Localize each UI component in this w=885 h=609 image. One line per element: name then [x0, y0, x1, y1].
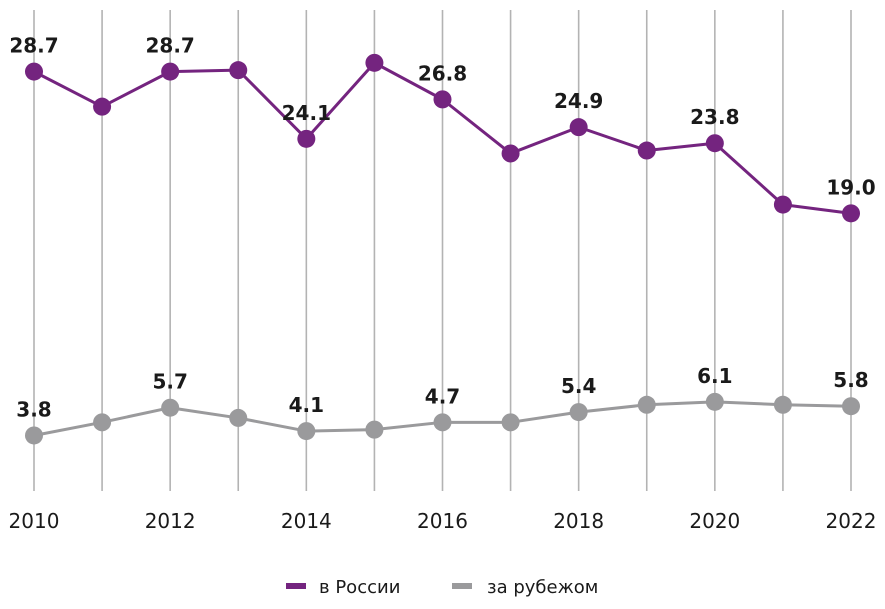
- point-russia-2016: [433, 90, 452, 109]
- data-label-russia-2022: 19.0: [826, 175, 875, 199]
- data-label-abroad-2010: 3.8: [16, 397, 51, 421]
- data-label-russia-2020: 23.8: [690, 105, 739, 129]
- legend: в России за рубежом: [286, 577, 598, 598]
- series-points: [25, 53, 860, 445]
- data-label-abroad-2018: 5.4: [561, 374, 596, 398]
- point-abroad-2022: [842, 397, 860, 416]
- point-abroad-2015: [365, 420, 384, 439]
- x-tick-2012: 2012: [145, 509, 196, 533]
- point-abroad-2019: [637, 395, 656, 414]
- point-russia-2011: [93, 97, 112, 116]
- point-russia-2020: [705, 134, 724, 153]
- data-label-abroad-2020: 6.1: [697, 364, 732, 388]
- point-abroad-2016: [433, 413, 452, 432]
- x-tick-2016: 2016: [417, 509, 468, 533]
- point-abroad-2020: [705, 392, 724, 411]
- point-abroad-2021: [773, 395, 792, 414]
- point-abroad-2017: [501, 413, 520, 432]
- data-label-abroad-2016: 4.7: [425, 384, 460, 408]
- point-russia-2010: [25, 62, 43, 81]
- point-russia-2017: [501, 144, 520, 163]
- point-abroad-2011: [93, 413, 112, 432]
- point-abroad-2012: [161, 398, 180, 417]
- point-abroad-2013: [229, 408, 248, 427]
- data-label-russia-2012: 28.7: [145, 34, 194, 58]
- x-tick-2014: 2014: [281, 509, 332, 533]
- point-russia-2014: [297, 129, 316, 148]
- legend-label-russia: в России: [319, 577, 400, 598]
- point-russia-2019: [637, 141, 656, 160]
- x-tick-2022: 2022: [826, 509, 877, 533]
- point-abroad-2010: [25, 426, 43, 445]
- data-label-abroad-2022: 5.8: [833, 368, 868, 392]
- point-russia-2022: [842, 204, 860, 223]
- data-label-abroad-2012: 5.7: [152, 370, 187, 394]
- x-tick-2020: 2020: [689, 509, 740, 533]
- data-label-russia-2014: 24.1: [282, 101, 331, 125]
- data-label-abroad-2014: 4.1: [289, 393, 324, 417]
- point-russia-2015: [365, 53, 384, 72]
- data-label-russia-2016: 26.8: [418, 61, 467, 85]
- point-russia-2021: [773, 195, 792, 214]
- data-label-russia-2018: 24.9: [554, 89, 603, 113]
- point-russia-2012: [161, 62, 180, 81]
- x-tick-2010: 2010: [9, 509, 60, 533]
- point-russia-2018: [569, 118, 588, 137]
- x-tick-2018: 2018: [553, 509, 604, 533]
- x-axis-tick-labels: 2010 2012 2014 2016 2018 2020 2022: [9, 509, 877, 533]
- data-labels: 28.7 28.7 24.1 26.8 24.9 23.8 19.0 3.8 5.7 4.1 4.7…: [9, 34, 875, 422]
- data-label-russia-2010: 28.7: [9, 34, 58, 58]
- point-abroad-2018: [569, 403, 588, 422]
- point-abroad-2014: [297, 422, 316, 441]
- legend-label-abroad: за рубежом: [487, 577, 598, 598]
- point-russia-2013: [229, 61, 248, 80]
